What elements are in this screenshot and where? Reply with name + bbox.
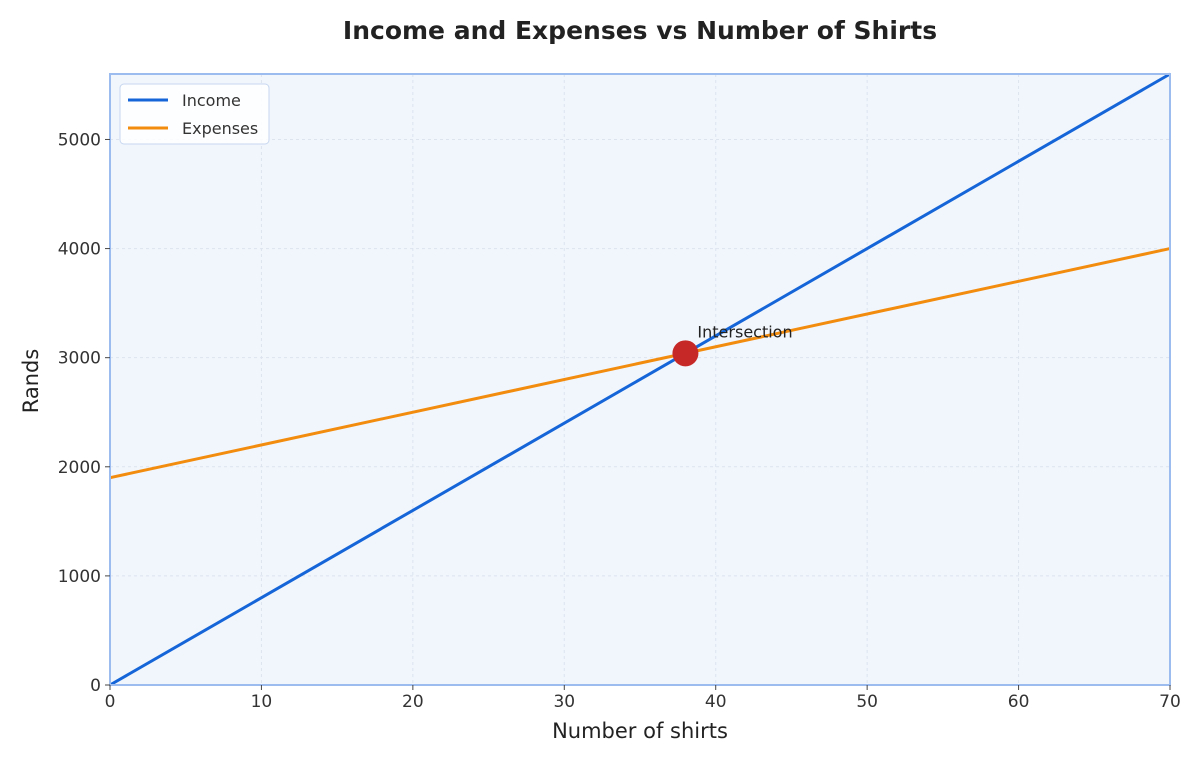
annotation-layer: Intersection bbox=[672, 322, 793, 367]
x-tick-label: 20 bbox=[402, 692, 424, 712]
legend: Income Expenses bbox=[119, 83, 270, 145]
plot-frame bbox=[109, 73, 1171, 686]
y-tick-label: 5000 bbox=[58, 130, 101, 150]
x-tick-label: 60 bbox=[1008, 692, 1030, 712]
legend-label-expenses: Expenses bbox=[182, 119, 258, 138]
series-layer bbox=[109, 72, 1171, 687]
tick-layer: 0 10 20 30 40 50 60 70 0 1000 2000 3000 4000 5000 bbox=[58, 130, 1181, 712]
x-tick-label: 0 bbox=[105, 692, 116, 712]
x-tick-label: 70 bbox=[1159, 692, 1181, 712]
series-line-expenses bbox=[109, 247, 1171, 480]
chart-title: Income and Expenses vs Number of Shirts bbox=[343, 16, 937, 45]
y-tick-label: 0 bbox=[90, 676, 101, 696]
y-tick-label: 1000 bbox=[58, 567, 101, 587]
y-tick-label: 3000 bbox=[58, 349, 101, 369]
legend-label-income: Income bbox=[182, 91, 241, 110]
y-tick-label: 4000 bbox=[58, 240, 101, 260]
intersection-label: Intersection bbox=[697, 322, 792, 341]
y-axis-label: Rands bbox=[19, 349, 43, 414]
x-tick-label: 40 bbox=[705, 692, 727, 712]
x-tick-label: 30 bbox=[553, 692, 575, 712]
y-tick-label: 2000 bbox=[58, 458, 101, 478]
x-tick-label: 50 bbox=[856, 692, 878, 712]
x-axis-label: Number of shirts bbox=[552, 719, 728, 743]
series-line-income bbox=[109, 72, 1171, 687]
intersection-marker bbox=[672, 340, 699, 367]
x-tick-label: 10 bbox=[251, 692, 273, 712]
